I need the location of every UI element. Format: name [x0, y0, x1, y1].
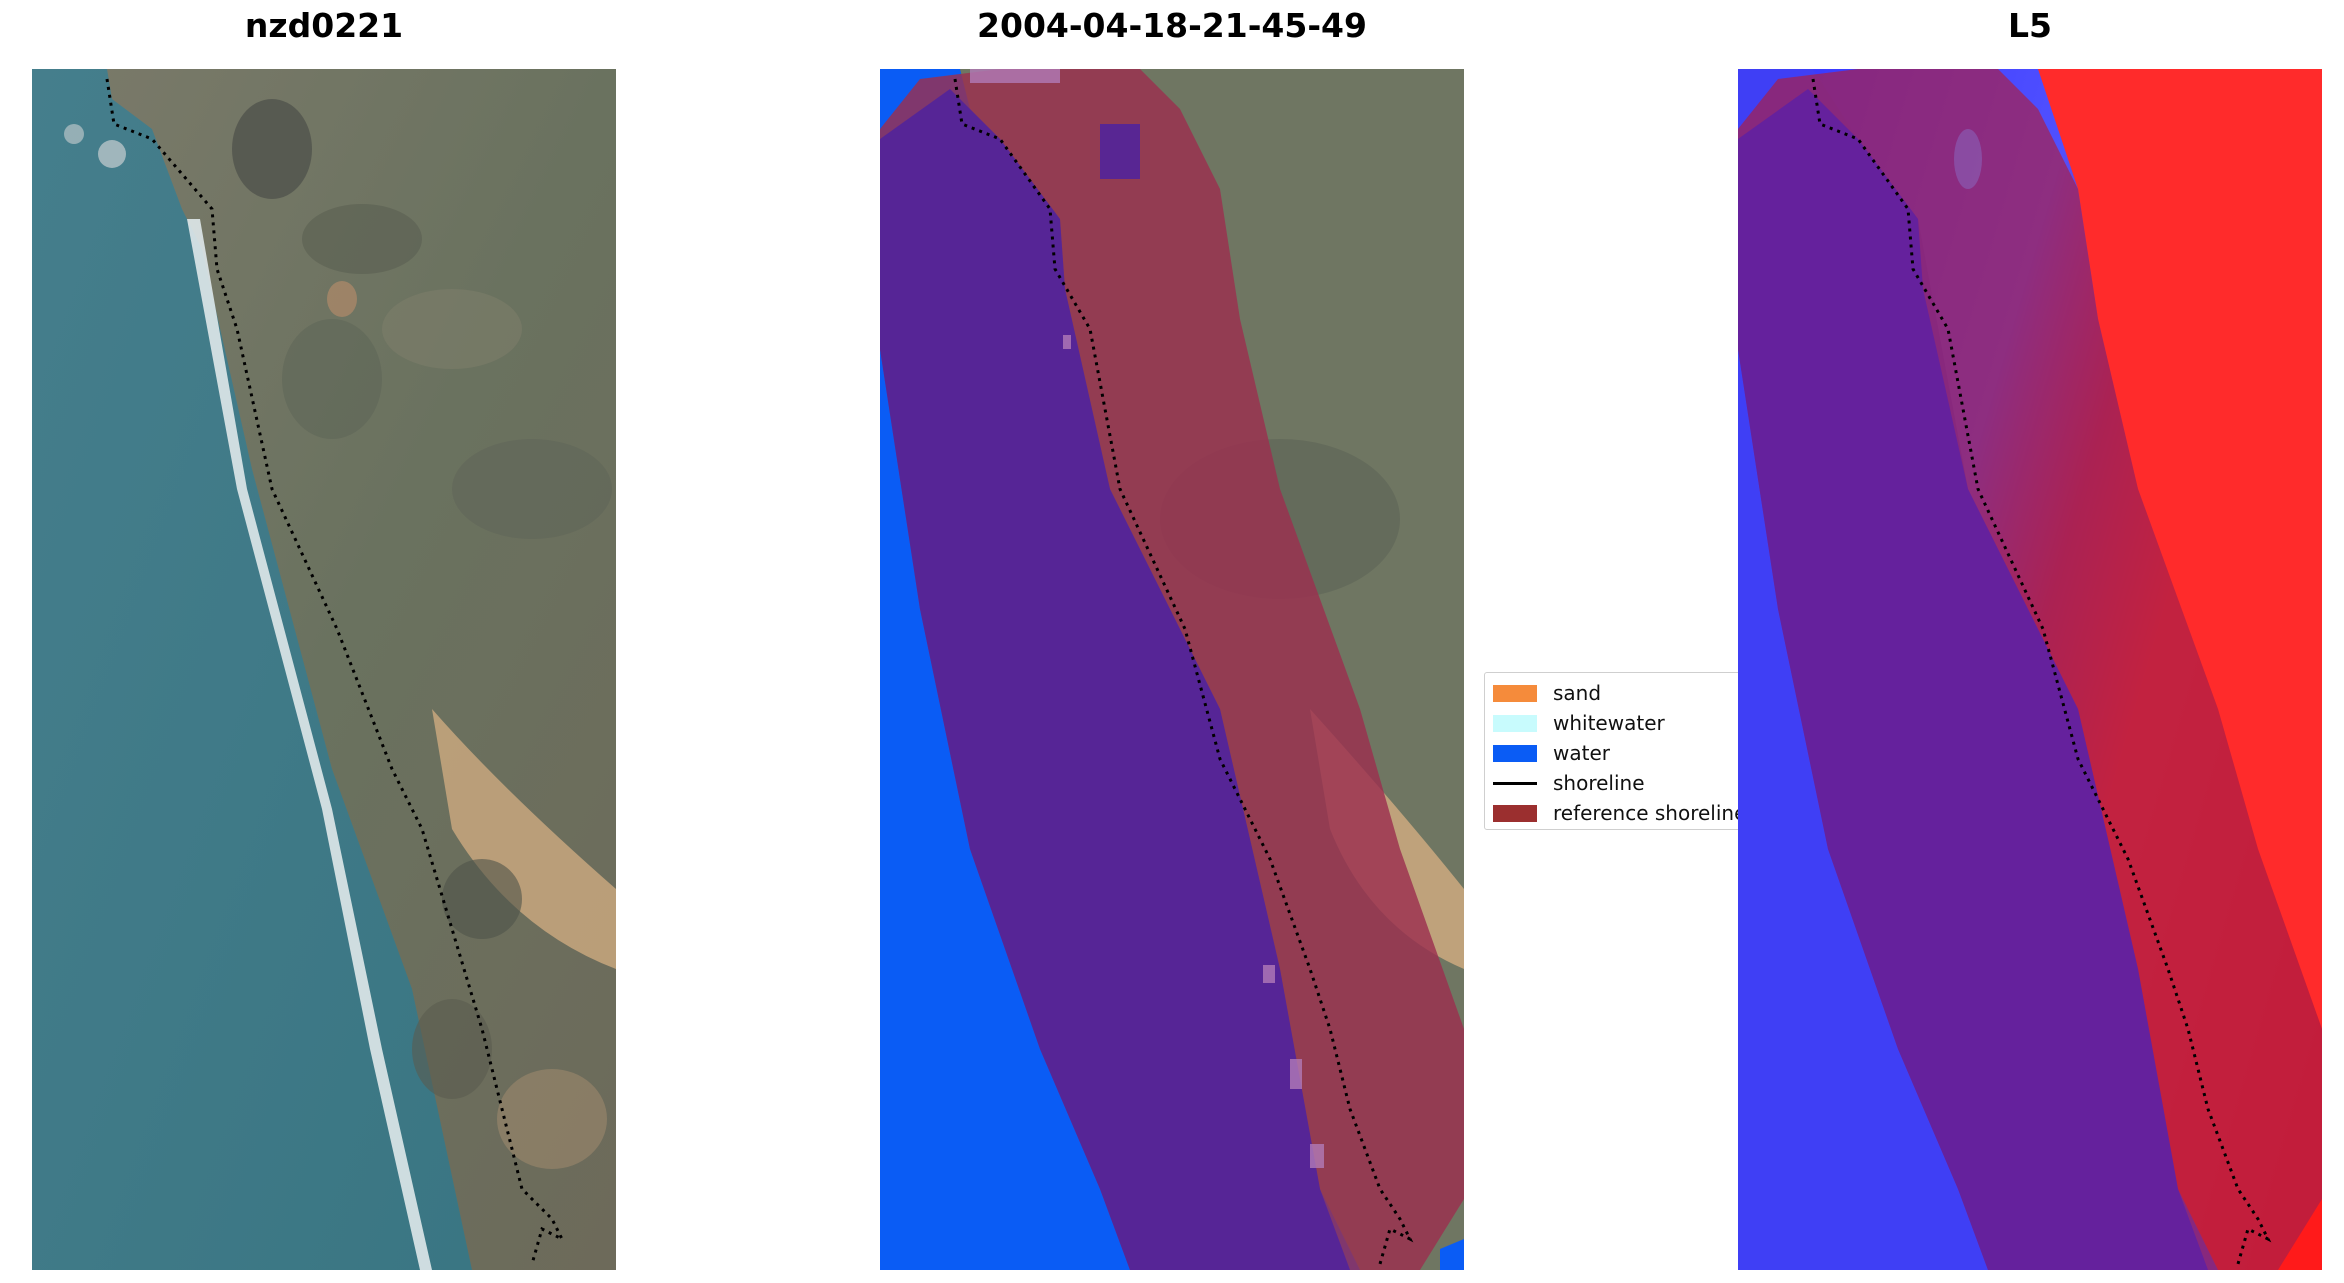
classification-panel — [880, 69, 1464, 1270]
rgb-image — [32, 69, 616, 1270]
rgb-image-panel — [32, 69, 616, 1270]
shoreline-line — [1493, 781, 1537, 785]
legend-item-water: water — [1493, 741, 1610, 765]
legend-item-sand: sand — [1493, 681, 1601, 705]
sand-swatch — [1493, 684, 1537, 702]
legend-label: shoreline — [1553, 771, 1645, 795]
legend: sand whitewater water shoreline referenc… — [1484, 672, 1755, 830]
legend-label: reference shoreline — [1553, 801, 1747, 825]
legend-item-shoreline: shoreline — [1493, 771, 1645, 795]
whitewater-swatch — [1493, 714, 1537, 732]
legend-item-reference-shoreline: reference shoreline — [1493, 801, 1746, 825]
classification-image — [880, 69, 1464, 1270]
index-panel — [1738, 69, 2322, 1270]
panel-title-date: 2004-04-18-21-45-49 — [977, 6, 1367, 45]
panel-title-satellite: L5 — [2008, 6, 2052, 45]
legend-item-whitewater: whitewater — [1493, 711, 1665, 735]
index-image — [1738, 69, 2322, 1270]
legend-label: water — [1553, 741, 1610, 765]
legend-label: whitewater — [1553, 711, 1665, 735]
legend-label: sand — [1553, 681, 1602, 705]
panel-title-rgb: nzd0221 — [244, 6, 404, 45]
reference-shoreline-swatch — [1493, 804, 1537, 822]
water-swatch — [1493, 744, 1537, 762]
